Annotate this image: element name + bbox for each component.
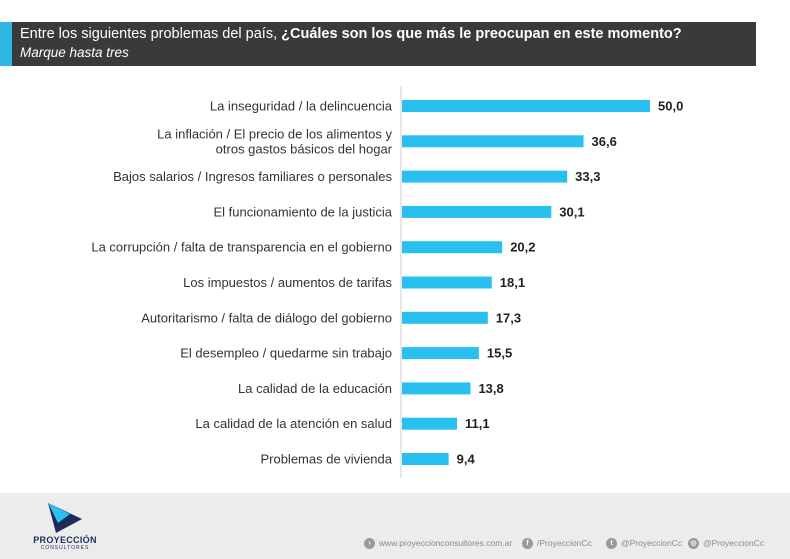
bar-chart: 50,0 La inseguridad / la delincuencia 36,6… bbox=[91, 86, 683, 478]
category-label: La inseguridad / la delincuencia bbox=[210, 99, 393, 114]
category-label: Problemas de vivienda bbox=[260, 452, 392, 467]
twitter-link[interactable]: t @ProyeccionCc bbox=[606, 536, 682, 550]
bar bbox=[402, 170, 568, 183]
category-label: La corrupción / falta de transparencia e… bbox=[91, 240, 392, 255]
facebook-link[interactable]: f/ProyeccionCc bbox=[522, 536, 592, 550]
bar bbox=[402, 276, 492, 289]
bar bbox=[402, 347, 479, 360]
twitter-icon: t bbox=[606, 537, 617, 549]
bar bbox=[402, 453, 449, 465]
category-label: Bajos salarios / Ingresos familiares o p… bbox=[113, 169, 392, 184]
brand-logo: PROYECCIÓN CONSULTORES bbox=[30, 501, 100, 557]
instruction-text: Marque hasta tres bbox=[20, 45, 129, 60]
bar bbox=[402, 205, 552, 218]
bar bbox=[402, 241, 503, 254]
category-label: La inflación / El precio de los alimento… bbox=[157, 126, 393, 156]
category-label: La calidad de la educación bbox=[238, 381, 392, 396]
category-label: El desempleo / quedarme sin trabajo bbox=[180, 346, 392, 361]
data-label: 36,6 bbox=[592, 134, 617, 149]
header-accent-bar bbox=[0, 22, 12, 66]
question-text: Entre los siguientes problemas del país,… bbox=[20, 26, 682, 42]
data-label: 13,8 bbox=[478, 381, 503, 396]
data-label: 17,3 bbox=[496, 310, 521, 325]
bar bbox=[402, 417, 458, 430]
instagram-icon: ◎ bbox=[688, 537, 699, 549]
arrow-icon: › bbox=[364, 537, 375, 549]
data-label: 50,0 bbox=[658, 99, 683, 114]
brand-name: PROYECCIÓN bbox=[33, 535, 97, 545]
category-label: Los impuestos / aumentos de tarifas bbox=[183, 275, 392, 290]
data-label: 18,1 bbox=[500, 275, 525, 290]
category-label: La calidad de la atención en salud bbox=[195, 416, 392, 431]
website-link[interactable]: › www.proyeccionconsultores.com.ar bbox=[364, 536, 512, 550]
data-label: 20,2 bbox=[510, 240, 535, 255]
bar bbox=[402, 135, 584, 148]
bar bbox=[402, 100, 650, 112]
data-label: 33,3 bbox=[575, 169, 600, 184]
chart-header: Entre los siguientes problemas del país,… bbox=[0, 22, 756, 66]
bar bbox=[402, 311, 488, 324]
instagram-link[interactable]: ◎ @ProyeccionCc bbox=[688, 536, 764, 550]
footer: PROYECCIÓN CONSULTORES › www.proyeccionco… bbox=[0, 493, 790, 559]
facebook-icon: f bbox=[522, 537, 533, 549]
data-label: 9,4 bbox=[457, 452, 476, 467]
bar bbox=[402, 382, 471, 395]
data-label: 30,1 bbox=[559, 204, 584, 219]
data-label: 11,1 bbox=[465, 416, 490, 431]
category-label: Autoritarismo / falta de diálogo del gob… bbox=[141, 310, 392, 325]
data-label: 15,5 bbox=[487, 346, 512, 361]
category-label: El funcionamiento de la justicia bbox=[214, 204, 393, 219]
brand-subtitle: CONSULTORES bbox=[40, 545, 90, 551]
logo-mark-icon bbox=[48, 503, 82, 533]
question-bold: ¿Cuáles son los que más le preocupan en … bbox=[281, 26, 682, 42]
